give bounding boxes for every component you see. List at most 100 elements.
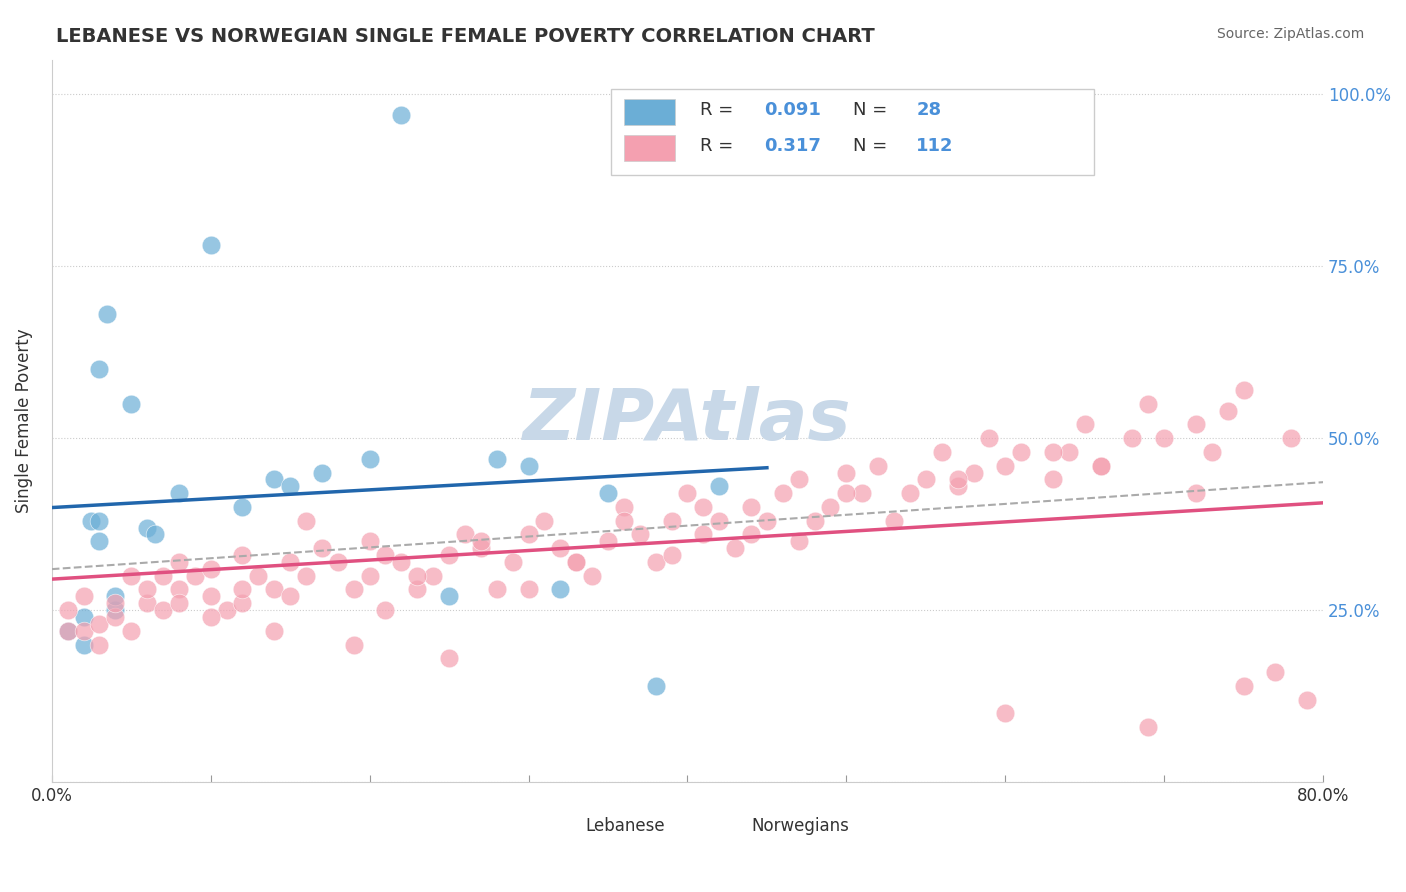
Point xyxy=(89,534,111,549)
Point xyxy=(96,307,118,321)
FancyBboxPatch shape xyxy=(624,99,675,125)
Point xyxy=(104,603,127,617)
Point xyxy=(311,466,333,480)
Point xyxy=(787,472,810,486)
Y-axis label: Single Female Poverty: Single Female Poverty xyxy=(15,328,32,513)
Point xyxy=(692,500,714,514)
Point xyxy=(263,472,285,486)
Point xyxy=(167,486,190,500)
Point xyxy=(1296,692,1319,706)
Point xyxy=(772,486,794,500)
Point xyxy=(517,527,540,541)
Point xyxy=(167,555,190,569)
Point xyxy=(898,486,921,500)
Point xyxy=(374,603,396,617)
Point xyxy=(613,500,636,514)
Point xyxy=(724,541,747,556)
Point xyxy=(1090,458,1112,473)
Point xyxy=(994,458,1017,473)
Point xyxy=(326,555,349,569)
Point xyxy=(311,541,333,556)
Point xyxy=(470,541,492,556)
Point xyxy=(167,582,190,597)
Point xyxy=(422,568,444,582)
Text: R =: R = xyxy=(700,137,740,155)
Point xyxy=(247,568,270,582)
Point xyxy=(565,555,588,569)
Text: 28: 28 xyxy=(917,101,942,120)
Text: 0.091: 0.091 xyxy=(763,101,821,120)
Point xyxy=(295,514,318,528)
FancyBboxPatch shape xyxy=(612,88,1094,175)
Text: R =: R = xyxy=(700,101,740,120)
Text: 112: 112 xyxy=(917,137,953,155)
Point xyxy=(200,590,222,604)
Text: N =: N = xyxy=(852,137,893,155)
Point xyxy=(278,590,301,604)
Point xyxy=(200,610,222,624)
Point xyxy=(389,555,412,569)
Point xyxy=(962,466,984,480)
Point xyxy=(1042,472,1064,486)
Point xyxy=(231,582,253,597)
Point xyxy=(517,458,540,473)
Point xyxy=(550,541,572,556)
Point xyxy=(56,603,79,617)
Point xyxy=(485,582,508,597)
Point xyxy=(1010,445,1032,459)
Point xyxy=(136,582,159,597)
Point xyxy=(550,582,572,597)
Point xyxy=(89,638,111,652)
Point xyxy=(946,472,969,486)
Text: 0.317: 0.317 xyxy=(763,137,821,155)
Point xyxy=(820,500,842,514)
FancyBboxPatch shape xyxy=(700,814,738,837)
Point xyxy=(72,590,94,604)
Point xyxy=(437,590,460,604)
Point xyxy=(406,582,429,597)
Point xyxy=(979,431,1001,445)
Point xyxy=(359,534,381,549)
Point xyxy=(1185,486,1208,500)
Point xyxy=(89,362,111,376)
Point xyxy=(104,610,127,624)
Point xyxy=(136,520,159,534)
Point xyxy=(470,534,492,549)
Point xyxy=(502,555,524,569)
Text: N =: N = xyxy=(852,101,893,120)
FancyBboxPatch shape xyxy=(624,136,675,161)
Point xyxy=(1216,403,1239,417)
Point xyxy=(263,624,285,638)
Text: LEBANESE VS NORWEGIAN SINGLE FEMALE POVERTY CORRELATION CHART: LEBANESE VS NORWEGIAN SINGLE FEMALE POVE… xyxy=(56,27,875,45)
Point xyxy=(104,590,127,604)
Point xyxy=(104,596,127,610)
Point xyxy=(437,548,460,562)
Point xyxy=(709,479,731,493)
Point xyxy=(1057,445,1080,459)
Point xyxy=(596,486,619,500)
Point xyxy=(263,582,285,597)
Point xyxy=(89,514,111,528)
Point xyxy=(72,624,94,638)
Point xyxy=(374,548,396,562)
Point xyxy=(1153,431,1175,445)
Point xyxy=(343,582,366,597)
Point xyxy=(454,527,477,541)
Point xyxy=(1279,431,1302,445)
Point xyxy=(740,527,762,541)
Point xyxy=(120,624,142,638)
Point xyxy=(184,568,207,582)
Point xyxy=(946,479,969,493)
Point xyxy=(72,638,94,652)
Point xyxy=(152,568,174,582)
Point xyxy=(628,527,651,541)
Point xyxy=(359,568,381,582)
Point xyxy=(533,514,555,528)
Point xyxy=(692,527,714,541)
Point xyxy=(596,534,619,549)
Point xyxy=(389,108,412,122)
Point xyxy=(231,548,253,562)
Point xyxy=(437,651,460,665)
Point xyxy=(581,568,603,582)
Point xyxy=(661,548,683,562)
